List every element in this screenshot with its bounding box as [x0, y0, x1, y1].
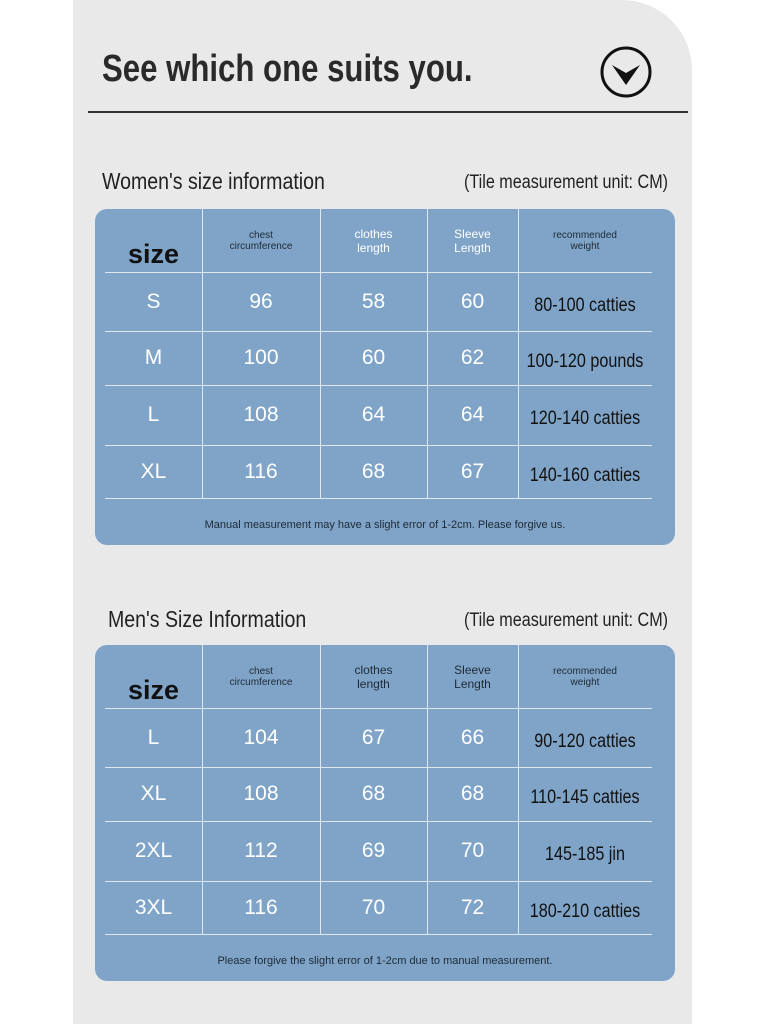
column-header: size [127, 675, 180, 705]
table-cell: 180-210 catties [529, 900, 641, 922]
table-cell: 140-160 catties [529, 464, 641, 486]
column-header: chest circumference [229, 665, 293, 688]
row-divider [105, 821, 652, 822]
column-header: recommended weight [553, 229, 617, 252]
section-unit: (Tile measurement unit: CM) [463, 172, 668, 193]
table-cell: 116 [244, 459, 278, 483]
table-cell: 116 [244, 895, 278, 919]
table-cell: XL [140, 459, 167, 483]
section-title: Men's Size Information [108, 606, 307, 632]
table-cell: 108 [243, 782, 279, 805]
column-header: clothes length [354, 662, 393, 691]
table-cell: 70 [460, 839, 485, 862]
table-cell: XL [140, 782, 167, 805]
table-cell: 110-145 catties [530, 787, 640, 808]
table-cell: 66 [460, 725, 485, 749]
table-cell: 69 [361, 839, 386, 862]
row-divider [105, 331, 652, 332]
section-title: Women's size information [102, 168, 325, 194]
table-cell: 70 [361, 895, 386, 919]
table-cell: 64 [460, 403, 485, 426]
table-cell: 120-140 catties [529, 408, 641, 429]
table-cell: 96 [249, 289, 273, 313]
column-header: recommended weight [553, 665, 617, 688]
table-cell: 62 [460, 346, 485, 369]
page-title: See which one suits you. [102, 48, 473, 90]
table-cell: 58 [361, 289, 386, 313]
table-cell: 72 [460, 895, 485, 919]
table-cell: 64 [361, 403, 386, 426]
column-divider [320, 209, 321, 498]
column-divider [320, 645, 321, 934]
table-note: Manual measurement may have a slight err… [204, 519, 566, 531]
table-cell: M [144, 346, 163, 369]
table-cell: 67 [460, 459, 485, 483]
table-cell: 100 [243, 346, 279, 369]
size-table [95, 209, 675, 545]
table-cell: 68 [361, 782, 386, 805]
table-cell: 90-120 catties [534, 730, 636, 752]
table-cell: 3XL [134, 895, 173, 919]
size-table [95, 645, 675, 981]
table-cell: 145-185 jin [545, 844, 625, 865]
column-divider [427, 645, 428, 934]
icon-chevron [612, 65, 640, 85]
table-cell: L [147, 725, 160, 749]
column-divider [202, 209, 203, 498]
row-divider [105, 708, 652, 709]
table-cell: 104 [243, 725, 279, 749]
table-cell: 68 [361, 459, 386, 483]
divider [88, 111, 688, 113]
column-divider [518, 645, 519, 934]
table-cell: L [147, 403, 160, 426]
table-cell: 67 [361, 725, 386, 749]
table-cell: 80-100 catties [534, 294, 636, 316]
column-header: size [127, 239, 180, 269]
column-divider [518, 209, 519, 498]
row-divider [105, 385, 652, 386]
column-divider [202, 645, 203, 934]
row-divider [105, 934, 652, 935]
table-cell: 2XL [134, 839, 173, 862]
icon-circle [600, 46, 652, 98]
table-cell: 112 [244, 839, 278, 862]
column-header: chest circumference [229, 229, 293, 252]
column-header: Sleeve Length [454, 662, 491, 691]
row-divider [105, 272, 652, 273]
section-unit: (Tile measurement unit: CM) [463, 610, 668, 631]
table-cell: 100-120 pounds [526, 351, 644, 372]
table-cell: 68 [460, 782, 485, 805]
column-divider [427, 209, 428, 498]
table-note: Please forgive the slight error of 1-2cm… [217, 955, 553, 967]
table-cell: S [146, 289, 161, 313]
down-icon[interactable] [598, 45, 656, 99]
row-divider [105, 767, 652, 768]
row-divider [105, 498, 652, 499]
row-divider [105, 881, 652, 882]
column-header: clothes length [354, 226, 393, 255]
table-cell: 108 [243, 403, 279, 426]
table-cell: 60 [361, 346, 386, 369]
table-cell: 60 [460, 289, 485, 313]
row-divider [105, 445, 652, 446]
column-header: Sleeve Length [454, 226, 491, 255]
